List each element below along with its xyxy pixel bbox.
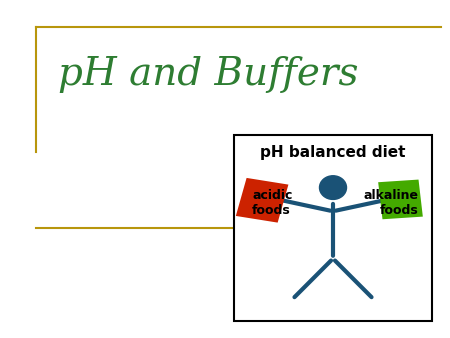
Polygon shape [378, 179, 423, 219]
Text: pH and Buffers: pH and Buffers [58, 56, 359, 93]
Polygon shape [236, 178, 288, 223]
Text: acidic
foods: acidic foods [252, 189, 292, 217]
Text: pH balanced diet: pH balanced diet [260, 145, 406, 160]
Ellipse shape [320, 176, 346, 199]
Text: alkaline
foods: alkaline foods [364, 189, 418, 217]
FancyBboxPatch shape [234, 135, 432, 321]
